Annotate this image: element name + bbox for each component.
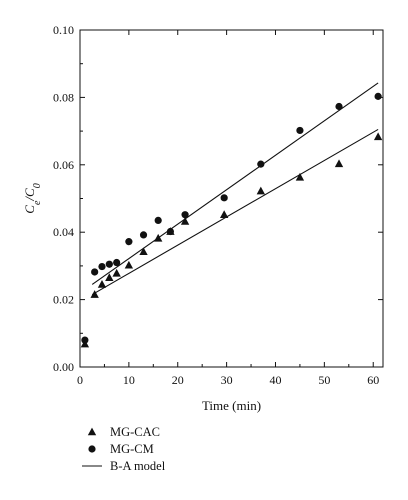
data-point-circle xyxy=(125,238,133,246)
x-tick-label: 40 xyxy=(269,373,281,387)
y-tick-label: 0.00 xyxy=(53,360,74,374)
data-point-circle xyxy=(257,160,265,168)
data-point-circle xyxy=(113,258,121,267)
y-tick-label: 0.06 xyxy=(53,158,74,172)
data-point-circle xyxy=(105,260,113,268)
y-tick-label: 0.08 xyxy=(53,90,74,104)
data-point-circle xyxy=(139,231,148,239)
data-point-triangle xyxy=(112,268,121,277)
y-axis-ticks: 0.00 0.02 0.04 0.06 0.08 0.10 xyxy=(53,23,383,374)
data-point-triangle xyxy=(90,290,99,298)
data-point-triangle xyxy=(124,260,134,269)
data-point-circle xyxy=(181,211,189,219)
data-point-triangle xyxy=(97,280,107,288)
x-tick-label: 50 xyxy=(318,373,330,387)
model-lines xyxy=(91,82,379,296)
legend-label: MG-CAC xyxy=(110,425,160,439)
x-tick-label: 10 xyxy=(123,373,135,387)
y-axis-title: Ce/C0 xyxy=(22,183,43,213)
x-tick-label: 20 xyxy=(172,373,184,387)
model-line xyxy=(91,82,379,285)
legend-label: B-A model xyxy=(110,459,166,473)
data-point-triangle xyxy=(180,217,190,225)
data-point-triangle xyxy=(373,132,383,141)
data-points xyxy=(80,92,383,348)
data-point-circle xyxy=(296,126,304,135)
y-tick-label: 0.10 xyxy=(53,23,74,37)
data-point-circle xyxy=(166,227,175,236)
data-point-triangle xyxy=(256,186,266,195)
y-tick-label: 0.02 xyxy=(53,293,74,307)
data-point-circle xyxy=(98,262,106,271)
data-point-circle xyxy=(335,102,343,111)
data-point-triangle xyxy=(334,159,344,168)
data-point-triangle xyxy=(154,233,163,242)
y-tick-label: 0.04 xyxy=(53,225,74,239)
plot-frame xyxy=(79,29,384,368)
data-point-circle xyxy=(374,92,382,100)
series-mg-cm xyxy=(81,92,382,344)
data-point-triangle xyxy=(139,247,148,256)
legend: MG-CAC MG-CM B-A model xyxy=(82,425,166,473)
data-point-circle xyxy=(220,194,228,202)
data-point-circle xyxy=(81,336,89,344)
x-axis-ticks: 0 10 20 30 40 50 60 xyxy=(77,30,379,387)
x-tick-label: 0 xyxy=(77,373,83,387)
x-axis-title: Time (min) xyxy=(202,398,261,413)
legend-marker-triangle xyxy=(87,427,97,436)
data-point-triangle xyxy=(295,172,305,181)
plot-border xyxy=(79,29,384,368)
data-point-circle xyxy=(91,268,99,276)
model-line xyxy=(91,128,379,296)
data-point-circle xyxy=(154,216,162,225)
data-point-triangle xyxy=(105,273,114,281)
legend-marker-circle xyxy=(88,445,96,453)
data-point-triangle xyxy=(219,210,229,218)
x-tick-label: 30 xyxy=(221,373,233,387)
x-tick-label: 60 xyxy=(367,373,379,387)
legend-label: MG-CM xyxy=(110,442,154,456)
